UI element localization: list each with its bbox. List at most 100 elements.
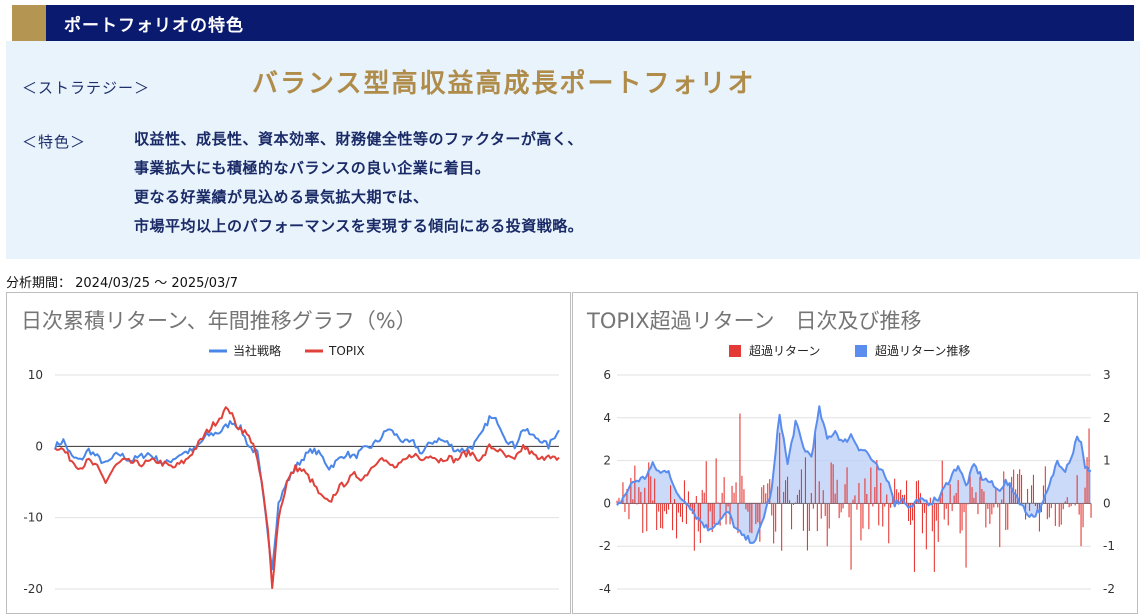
excess-bar: [739, 413, 741, 504]
excess-bar: [749, 503, 751, 533]
excess-bar: [864, 478, 866, 504]
excess-bar: [838, 503, 840, 519]
y-right-tick-label: 1: [1103, 454, 1111, 468]
excess-bar: [1034, 503, 1036, 506]
excess-bar: [1074, 503, 1076, 506]
excess-bar: [771, 503, 773, 516]
excess-bar: [646, 503, 648, 532]
excess-bar: [842, 503, 844, 509]
excess-bar: [908, 503, 910, 521]
excess-bar: [715, 458, 717, 504]
excess-bar: [636, 503, 638, 505]
excess-bar: [650, 476, 652, 504]
excess-bar: [1005, 503, 1007, 530]
excess-bar: [917, 480, 919, 504]
excess-bar: [1060, 503, 1062, 525]
feature-line: 市場平均以上のパフォーマンスを実現する傾向にある投資戦略。: [134, 217, 584, 235]
excess-bar: [923, 503, 925, 513]
excess-bar: [703, 492, 705, 504]
excess-bar: [840, 503, 842, 513]
excess-bar: [969, 475, 971, 504]
excess-bar: [886, 494, 888, 504]
excess-bar: [757, 503, 759, 523]
excess-bar: [929, 497, 931, 504]
excess-bar: [679, 503, 681, 517]
excess-bar: [791, 503, 793, 530]
excess-bar: [854, 495, 856, 504]
header-accent: [12, 5, 46, 41]
y-left-tick-label: 0: [603, 496, 611, 510]
excess-bar: [953, 495, 955, 504]
excess-bar: [1032, 474, 1034, 504]
excess-bar: [971, 487, 973, 504]
excess-bar: [814, 428, 816, 504]
excess-bar: [735, 482, 737, 504]
excess-bar: [882, 503, 884, 527]
excess-bar: [660, 503, 662, 528]
excess-return-chart: 6 4 2 0 -2 -4 3 2 1 0 -1 -2 超過リターン 超過リターン推移 TOPIX超過リタ…: [572, 292, 1138, 614]
y-tick-label: 0: [35, 439, 43, 453]
excess-bar: [622, 482, 624, 504]
excess-bar: [1076, 475, 1078, 504]
section-header: ポートフォリオの特色: [12, 5, 1134, 41]
excess-bar: [822, 490, 824, 504]
y-right-tick-label: -2: [1103, 582, 1115, 596]
excess-bar: [888, 503, 890, 544]
excess-bar: [1058, 503, 1060, 527]
excess-bar: [949, 484, 951, 504]
excess-bar: [1062, 503, 1064, 510]
excess-bar: [896, 489, 898, 504]
strategy-name: バランス型高収益高成長ポートフォリオ: [252, 69, 756, 99]
y-right-tick-label: 3: [1103, 368, 1111, 382]
excess-bar: [1019, 469, 1021, 504]
excess-bar: [656, 503, 658, 530]
excess-bar: [925, 503, 927, 550]
y-left-tick-label: -2: [599, 539, 611, 553]
excess-bar: [967, 503, 969, 505]
excess-bar: [824, 503, 826, 516]
excess-bar: [1046, 503, 1048, 520]
excess-bar: [695, 496, 697, 504]
excess-bar: [802, 503, 804, 531]
excess-bar: [677, 503, 679, 513]
excess-bar: [850, 503, 852, 570]
excess-bar: [828, 503, 830, 529]
excess-bar: [868, 503, 870, 530]
excess-bar: [900, 489, 902, 504]
excess-bar: [874, 487, 876, 504]
excess-bar: [1023, 503, 1025, 504]
excess-bar: [1038, 503, 1040, 532]
legend-swatch: [855, 345, 867, 357]
excess-bar: [866, 494, 868, 504]
excess-bar: [763, 485, 765, 504]
excess-bar: [705, 461, 707, 504]
excess-bar: [723, 477, 725, 504]
excess-bar: [836, 479, 838, 504]
excess-bar: [858, 483, 860, 504]
excess-bar: [878, 503, 880, 526]
excess-bar: [779, 432, 781, 504]
excess-trend-area: [617, 406, 1091, 543]
excess-bar: [743, 489, 745, 504]
excess-bar: [668, 503, 670, 510]
excess-bar: [1064, 501, 1066, 504]
excess-bar: [751, 503, 753, 534]
excess-bar: [1088, 428, 1090, 504]
legend-label: 当社戦略: [233, 343, 281, 358]
excess-bar: [755, 503, 757, 525]
excess-bar: [812, 503, 814, 509]
excess-bar: [628, 503, 630, 520]
excess-bar: [937, 503, 939, 542]
y-tick-label: 10: [28, 368, 43, 382]
excess-bar: [676, 503, 678, 539]
excess-bar: [806, 503, 808, 551]
y-left-tick-label: 2: [603, 454, 611, 468]
legend-label: TOPIX: [328, 344, 365, 358]
excess-bar: [731, 485, 733, 504]
y-right-tick-label: 0: [1103, 496, 1111, 510]
chart-title: TOPIX超過リターン 日次及び推移: [587, 309, 922, 333]
excess-bar: [789, 500, 791, 504]
excess-bar: [997, 503, 999, 508]
excess-bar: [894, 478, 896, 504]
excess-bar: [1029, 503, 1031, 511]
